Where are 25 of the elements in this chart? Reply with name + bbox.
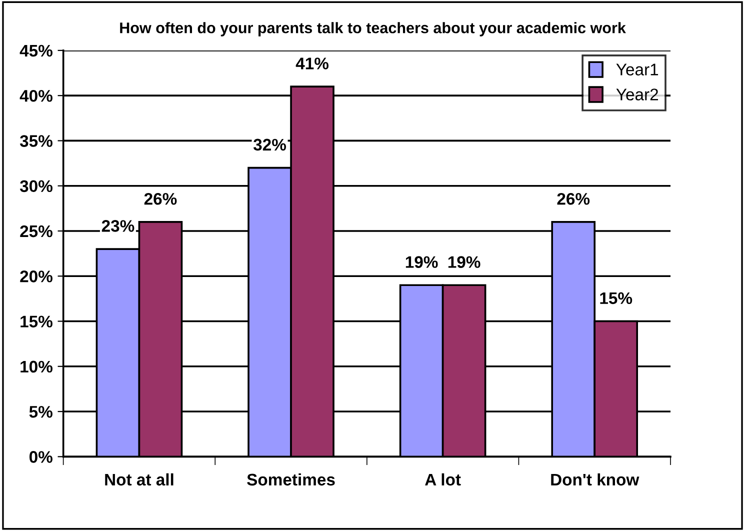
y-tick-label: 10% (20, 360, 52, 373)
y-tick-label: 5% (29, 406, 52, 418)
y-tick-label: 40% (20, 90, 52, 102)
y-tick-label: 35% (20, 135, 52, 147)
y-tick-label: 25% (20, 225, 52, 238)
data-label: 19% (448, 256, 480, 268)
x-tick-label: Sometimes (247, 473, 335, 486)
legend-label: Year1 (616, 64, 658, 76)
data-label: 41% (296, 58, 329, 70)
data-label: 19% (406, 256, 438, 268)
y-tick-label: 20% (20, 270, 52, 282)
data-label: 23% (102, 220, 134, 232)
data-label: 26% (557, 192, 590, 205)
x-tick-label: A lot (425, 473, 461, 486)
legend-label: Year2 (616, 88, 658, 100)
y-tick-label: 45% (20, 44, 52, 57)
chart-title: How often do your parents talk to teachers about your academic work (120, 22, 626, 36)
x-tick-label: Don't know (551, 473, 640, 486)
y-tick-label: 30% (20, 180, 52, 192)
y-tick-label: 0% (29, 451, 52, 463)
y-tick-label: 15% (20, 316, 52, 328)
data-label: 15% (600, 292, 632, 304)
x-tick-label: Not at all (105, 473, 174, 486)
data-label: 32% (253, 138, 286, 151)
data-label: 26% (144, 192, 177, 205)
